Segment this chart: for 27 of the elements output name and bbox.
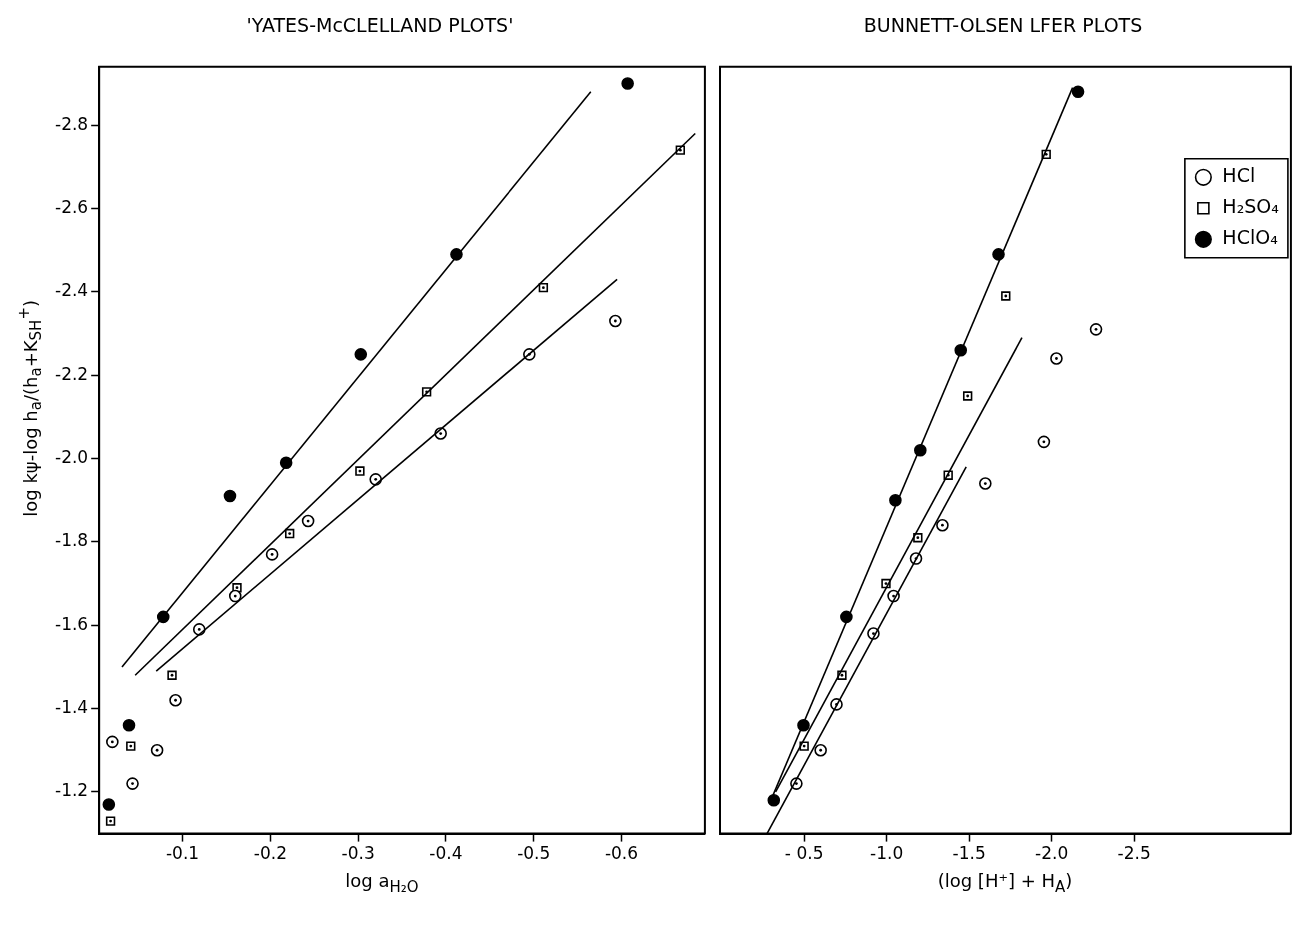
x-tick-label: - 0.5 xyxy=(784,843,824,864)
legend-label: HCl xyxy=(1222,164,1256,187)
x-tick-label: -0.1 xyxy=(165,843,200,864)
y-tick-label: -2.0 xyxy=(55,446,89,467)
legend-label: HClO₄ xyxy=(1222,226,1279,249)
x-tick-label: -0.5 xyxy=(517,843,551,864)
y-tick-label: -1.4 xyxy=(55,697,89,717)
x-axis-title: log a$_{H₂O}$ xyxy=(345,870,419,896)
x-axis-title: (log [H⁺] + H$_{A}$) xyxy=(937,870,1073,896)
x-tick-label: -0.4 xyxy=(429,843,463,864)
x-tick-label: -0.3 xyxy=(341,843,375,864)
y-tick-label: -1.2 xyxy=(55,780,89,801)
y-tick-label: -2.6 xyxy=(55,196,89,217)
y-tick-label: -2.4 xyxy=(55,280,89,301)
x-tick-label: -1.5 xyxy=(952,843,986,864)
legend-label: H₂SO₄ xyxy=(1222,195,1280,218)
y-tick-label: -2.2 xyxy=(55,363,89,384)
x-tick-label: -2.0 xyxy=(1035,843,1069,864)
y-tick-label: -2.8 xyxy=(55,113,89,134)
y-tick-label: -1.6 xyxy=(55,613,89,634)
x-tick-label: -2.5 xyxy=(1117,843,1151,864)
x-tick-label: -0.6 xyxy=(604,843,639,864)
x-tick-label: -0.2 xyxy=(253,843,287,864)
x-tick-label: -1.0 xyxy=(870,843,904,864)
y-tick-label: -1.8 xyxy=(55,530,89,551)
chart-title: 'YATES-McCLELLAND PLOTS' xyxy=(246,14,514,37)
chart-title: BUNNETT-OLSEN LFER PLOTS xyxy=(863,14,1143,37)
